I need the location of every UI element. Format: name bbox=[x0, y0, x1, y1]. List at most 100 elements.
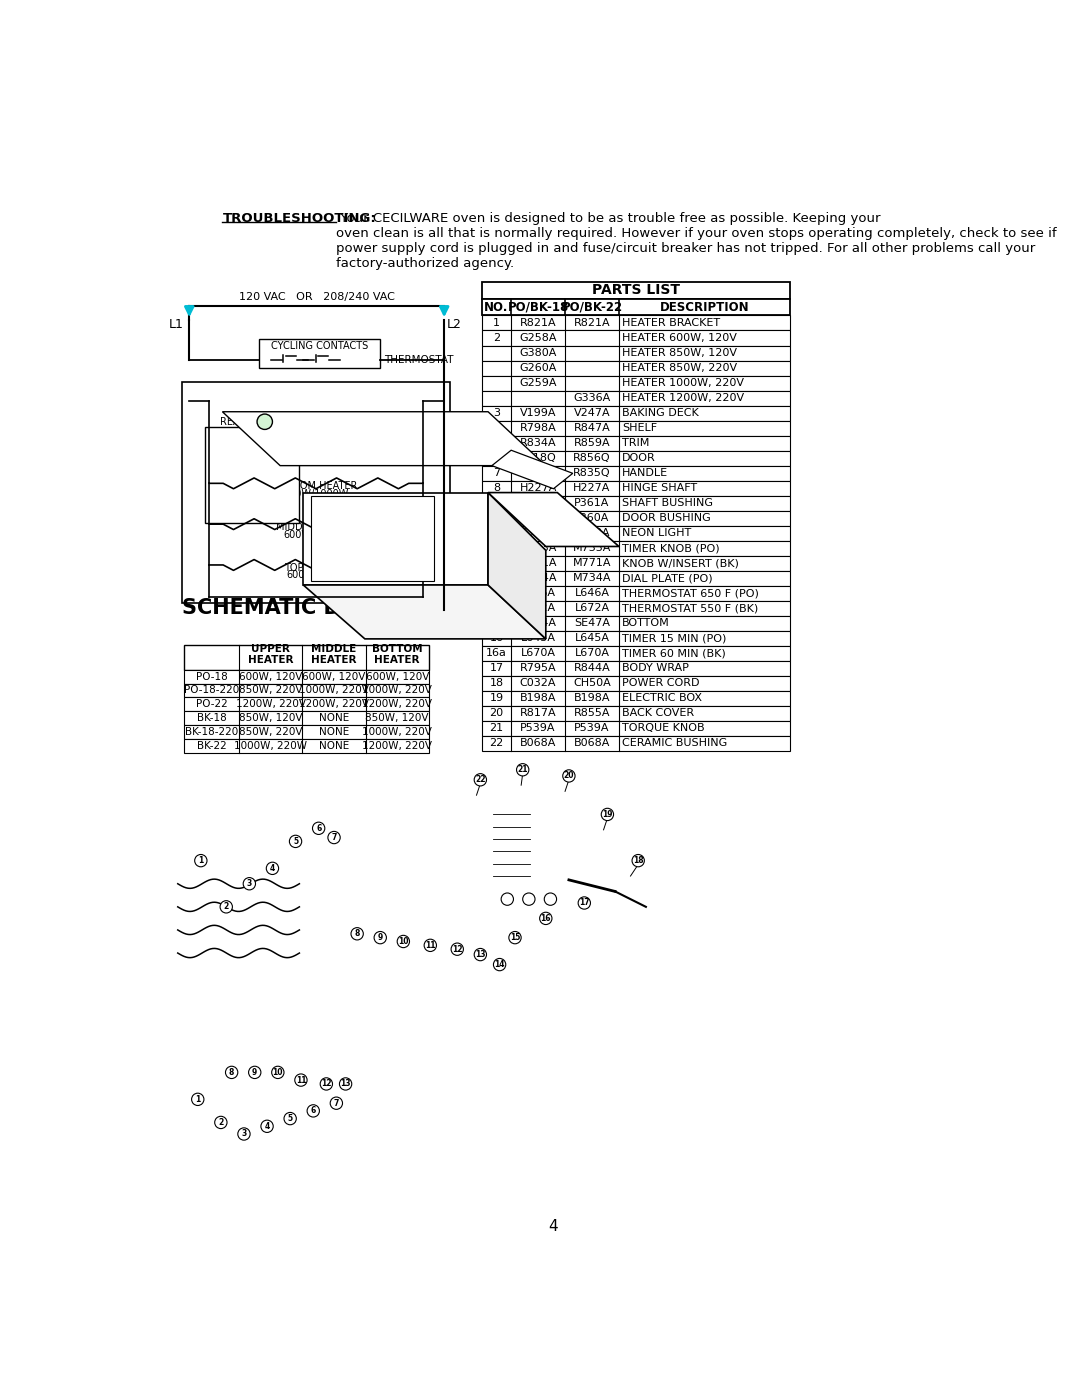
Bar bbox=[482, 481, 789, 496]
Circle shape bbox=[563, 770, 575, 782]
Text: 11: 11 bbox=[426, 940, 435, 950]
Text: 10: 10 bbox=[272, 1067, 283, 1077]
Text: M733A: M733A bbox=[572, 543, 611, 553]
Text: 850W, 120V: 850W, 120V bbox=[365, 714, 429, 724]
Circle shape bbox=[501, 893, 513, 905]
Text: H227A: H227A bbox=[519, 483, 557, 493]
Circle shape bbox=[339, 1077, 352, 1090]
Text: M771A: M771A bbox=[518, 559, 557, 569]
Circle shape bbox=[451, 943, 463, 956]
Text: 13: 13 bbox=[475, 950, 486, 960]
Bar bbox=[482, 676, 789, 692]
Text: G380A: G380A bbox=[519, 348, 557, 358]
Text: 5: 5 bbox=[287, 1113, 293, 1123]
Text: 1200W, 220V: 1200W, 220V bbox=[362, 740, 432, 752]
Bar bbox=[482, 721, 789, 736]
Text: B198A: B198A bbox=[519, 693, 556, 703]
Bar bbox=[184, 725, 429, 739]
Text: G258A: G258A bbox=[519, 332, 557, 344]
Text: 13: 13 bbox=[340, 1080, 351, 1088]
Circle shape bbox=[238, 1127, 251, 1140]
Text: 6: 6 bbox=[492, 453, 500, 464]
Text: R821A: R821A bbox=[519, 319, 556, 328]
Text: 10: 10 bbox=[399, 937, 408, 946]
Text: TORQUE KNOB: TORQUE KNOB bbox=[622, 724, 704, 733]
Text: PO-18: PO-18 bbox=[195, 672, 228, 682]
Circle shape bbox=[578, 897, 591, 909]
Text: 7: 7 bbox=[332, 833, 337, 842]
Bar bbox=[482, 496, 789, 511]
Text: NONE: NONE bbox=[319, 740, 349, 752]
Circle shape bbox=[632, 855, 645, 866]
Text: KNOB W/INSERT (BK): KNOB W/INSERT (BK) bbox=[622, 559, 739, 569]
Text: 12: 12 bbox=[489, 543, 503, 553]
Text: R821A: R821A bbox=[573, 319, 610, 328]
Text: 1000W, 220V: 1000W, 220V bbox=[362, 686, 432, 696]
Text: 16: 16 bbox=[541, 914, 551, 923]
Text: 6: 6 bbox=[311, 1106, 315, 1115]
Text: 20: 20 bbox=[564, 771, 575, 781]
Text: HEATER 850W, 220V: HEATER 850W, 220V bbox=[622, 363, 738, 373]
Circle shape bbox=[474, 949, 486, 961]
Text: 11: 11 bbox=[489, 528, 503, 538]
Bar bbox=[259, 338, 380, 367]
Text: 1000W, 220V: 1000W, 220V bbox=[362, 726, 432, 738]
Text: H227A: H227A bbox=[573, 483, 610, 493]
Circle shape bbox=[312, 823, 325, 834]
Text: P539A: P539A bbox=[575, 724, 610, 733]
Text: V199A: V199A bbox=[519, 408, 556, 418]
Text: BODY WRAP: BODY WRAP bbox=[622, 664, 689, 673]
Circle shape bbox=[602, 809, 613, 820]
Text: 15: 15 bbox=[510, 933, 521, 942]
Text: G336A: G336A bbox=[573, 393, 610, 404]
Text: TROUBLESHOOTING:: TROUBLESHOOTING: bbox=[222, 212, 376, 225]
Bar bbox=[482, 661, 789, 676]
Text: R859A: R859A bbox=[573, 439, 610, 448]
Circle shape bbox=[320, 1077, 333, 1090]
Text: 18: 18 bbox=[633, 856, 644, 865]
Text: P539A: P539A bbox=[521, 724, 556, 733]
Text: M734A: M734A bbox=[572, 573, 611, 583]
Text: 850W, 120V: 850W, 120V bbox=[239, 714, 302, 724]
Text: TIMER 60 MIN (BK): TIMER 60 MIN (BK) bbox=[622, 648, 726, 658]
Text: 19: 19 bbox=[489, 693, 503, 703]
Text: HEATER: HEATER bbox=[248, 655, 294, 665]
Text: C032A: C032A bbox=[519, 679, 556, 689]
Text: 4: 4 bbox=[549, 1220, 558, 1234]
Text: CH50A: CH50A bbox=[573, 679, 611, 689]
Circle shape bbox=[261, 1120, 273, 1133]
Text: 18: 18 bbox=[489, 679, 503, 689]
Text: 6: 6 bbox=[316, 824, 321, 833]
Text: SE44A: SE44A bbox=[521, 619, 556, 629]
Text: 2: 2 bbox=[218, 1118, 224, 1127]
Bar bbox=[184, 669, 429, 683]
Text: 8: 8 bbox=[229, 1067, 234, 1077]
Text: 16a: 16a bbox=[486, 648, 507, 658]
Text: R795A: R795A bbox=[519, 664, 556, 673]
Text: 4: 4 bbox=[492, 423, 500, 433]
Text: DOOR: DOOR bbox=[622, 453, 656, 464]
Text: BOTTOM: BOTTOM bbox=[372, 644, 422, 654]
Polygon shape bbox=[488, 493, 545, 638]
Text: 8: 8 bbox=[354, 929, 360, 939]
Text: PO/BK-18: PO/BK-18 bbox=[508, 300, 569, 313]
Text: ELECTRIC BOX: ELECTRIC BOX bbox=[622, 693, 702, 703]
Text: BOTTOM: BOTTOM bbox=[622, 619, 670, 629]
Bar bbox=[482, 692, 789, 705]
Text: BK-18-220: BK-18-220 bbox=[185, 726, 239, 738]
Text: NEON LIGHT: NEON LIGHT bbox=[622, 528, 691, 538]
Text: 22: 22 bbox=[475, 775, 486, 784]
Text: 5: 5 bbox=[293, 837, 298, 847]
Text: CERAMIC BUSHING: CERAMIC BUSHING bbox=[622, 739, 727, 749]
Text: R798A: R798A bbox=[519, 423, 556, 433]
Bar bbox=[482, 376, 789, 391]
Text: 9: 9 bbox=[252, 1067, 257, 1077]
Text: READY: READY bbox=[220, 416, 253, 426]
Text: POWER CORD: POWER CORD bbox=[622, 679, 700, 689]
Text: TRIM: TRIM bbox=[622, 439, 649, 448]
Bar bbox=[482, 571, 789, 585]
Bar bbox=[482, 645, 789, 661]
Text: R818Q: R818Q bbox=[519, 453, 557, 464]
Circle shape bbox=[516, 764, 529, 775]
Text: HEATER 1200W, 220V: HEATER 1200W, 220V bbox=[622, 393, 744, 404]
